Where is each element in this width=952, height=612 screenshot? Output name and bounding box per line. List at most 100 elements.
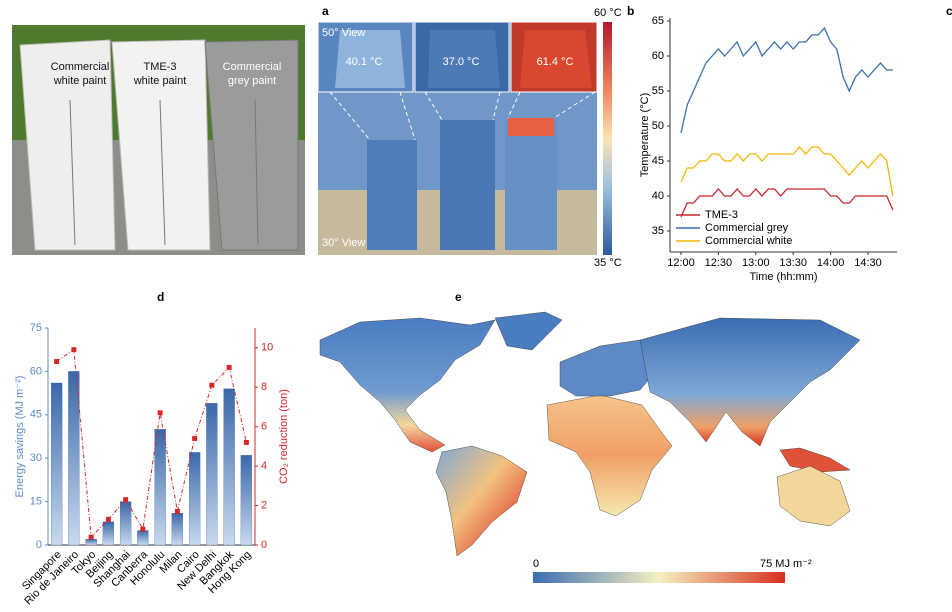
x-tick-label: 13:30: [779, 257, 807, 269]
y2-tick-label: 10: [261, 342, 273, 354]
thermal-box-top: [508, 118, 554, 136]
y-tick-label: 45: [652, 155, 664, 167]
marker: [88, 534, 94, 540]
photo-label: white paint: [133, 75, 187, 87]
y2-tick-label: 0: [261, 539, 267, 551]
view-label: 30° View: [322, 237, 365, 249]
marker: [123, 497, 129, 503]
box-slats: [69, 99, 259, 246]
box: [204, 39, 299, 251]
bar: [85, 539, 97, 546]
marker: [54, 359, 60, 365]
bar: [154, 429, 166, 546]
continent: [319, 317, 496, 453]
legend-label: Commercial white: [705, 235, 792, 247]
x-axis-label: Time (hh:mm): [749, 271, 817, 283]
y-tick-label: 60: [30, 365, 42, 377]
y-axis-label: Temperature (°C): [639, 93, 651, 177]
y2-tick-label: 4: [261, 460, 267, 472]
continent: [776, 465, 851, 527]
thermal-box: [505, 120, 557, 250]
map-colorbar-label: 0: [533, 558, 539, 570]
bar: [50, 382, 63, 546]
marker: [71, 347, 77, 353]
continent: [559, 339, 661, 397]
y-axis-label: Energy savings (MJ m⁻²): [14, 376, 26, 498]
marker: [140, 526, 146, 532]
colorbar-label: 60 °C: [594, 7, 622, 19]
map-colorbar: [533, 572, 785, 583]
x-tick-label: 13:00: [742, 257, 770, 269]
panel-label: c: [946, 4, 952, 18]
photo-label: TME-3: [144, 61, 177, 73]
series-line: [680, 188, 894, 218]
continent: [639, 317, 861, 447]
islands: [779, 447, 851, 473]
temperature-label: 37.0 °C: [443, 56, 480, 68]
photo-label: Commercial: [223, 61, 282, 73]
bar: [188, 452, 201, 546]
marker: [226, 364, 232, 370]
y-tick-label: 75: [30, 322, 42, 334]
box: [19, 39, 116, 251]
y-tick-label: 55: [652, 85, 664, 97]
photo-label: white paint: [53, 75, 107, 87]
y-tick-label: 60: [652, 50, 664, 62]
view-label: 50° View: [322, 27, 365, 39]
marker: [192, 435, 198, 441]
photo: Commercial white paint TME-3 white paint…: [12, 25, 305, 255]
panel-label: e: [455, 290, 462, 304]
bar: [171, 513, 184, 546]
y-tick-label: 50: [652, 120, 664, 132]
y-tick-label: 40: [652, 190, 664, 202]
series-line: [680, 146, 894, 197]
colorbar-label: 35 °C: [594, 257, 622, 269]
inset-connector: [329, 91, 596, 141]
colorbar: [603, 22, 612, 255]
photo-label: Commercial: [51, 61, 110, 73]
series-line: [56, 348, 247, 539]
y-tick-label: 30: [30, 452, 42, 464]
x-tick-label: 14:00: [817, 257, 845, 269]
temperature-label: 40.1 °C: [346, 56, 383, 68]
bar: [223, 388, 235, 546]
bar: [137, 530, 149, 546]
box-top: [428, 30, 500, 88]
x-tick-label: 12:00: [667, 257, 695, 269]
map-colorbar-label: 75 MJ m⁻²: [760, 558, 812, 570]
marker: [174, 508, 180, 514]
y-tick-label: 15: [30, 496, 42, 508]
y-tick-label: 65: [652, 15, 664, 27]
marker: [243, 439, 249, 445]
x-tick-label: 12:30: [705, 257, 733, 269]
bar: [240, 455, 253, 546]
world-map: 0 75 MJ m⁻²: [319, 311, 861, 583]
thermal-box: [440, 120, 495, 250]
temperature-label: 61.4 °C: [537, 56, 574, 68]
marker: [157, 410, 163, 416]
box: [111, 39, 211, 251]
thermal-image: 50° View 30° View 40.1 °C 37.0 °C 61.4 °…: [317, 7, 622, 269]
bar: [206, 403, 218, 546]
continent: [494, 311, 563, 351]
panel-label: a: [322, 4, 329, 18]
panel-label: b: [627, 4, 634, 18]
bar: [119, 501, 132, 546]
continent: [546, 394, 673, 517]
marker: [209, 382, 215, 388]
series-line: [680, 26, 893, 134]
panel-label: d: [157, 290, 164, 304]
photo-label: grey paint: [228, 75, 276, 87]
box-top: [335, 30, 405, 88]
thermal-box: [367, 140, 417, 250]
bar: [68, 371, 80, 546]
y2-tick-label: 2: [261, 499, 267, 511]
marker: [105, 516, 111, 522]
y2-tick-label: 8: [261, 381, 267, 393]
y2-axis-label: CO₂ reduction (ton): [278, 389, 290, 484]
y-tick-label: 0: [36, 539, 42, 551]
x-tick-label: 14:30: [854, 257, 882, 269]
legend-label: TME-3: [705, 209, 738, 221]
